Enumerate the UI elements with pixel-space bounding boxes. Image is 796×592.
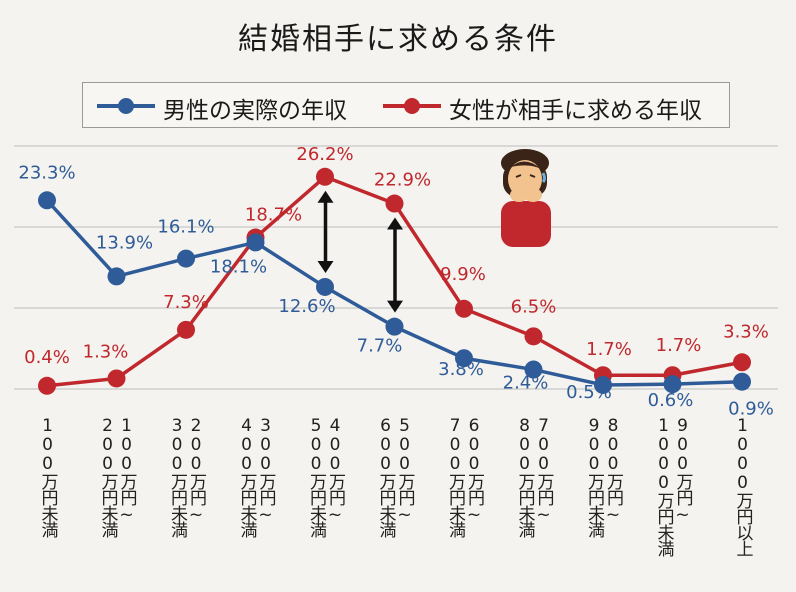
- category-label-column: 700万円未満: [445, 416, 465, 537]
- category-label: 1000万円以上: [702, 416, 782, 556]
- data-point-male: [38, 191, 56, 210]
- data-label-male: 0.9%: [728, 399, 774, 420]
- chart-title: 結婚相手に求める条件: [238, 22, 558, 57]
- data-point-female: [524, 327, 543, 346]
- category-label: 1000万円未満 900万円~: [633, 416, 713, 556]
- category-label: 100万円未満: [7, 416, 87, 537]
- category-label: 600万円未満 500万円~: [355, 416, 435, 537]
- data-point-male: [594, 375, 612, 394]
- data-point-female: [455, 299, 473, 318]
- data-label-female: 1.7%: [586, 339, 632, 360]
- data-point-male: [385, 317, 404, 336]
- data-label-female: 3.3%: [723, 321, 769, 342]
- category-label: 200万円未満 100万円~: [77, 416, 157, 537]
- data-point-female: [385, 194, 404, 213]
- data-point-male: [455, 349, 473, 368]
- data-point-female: [177, 320, 195, 339]
- data-point-male: [524, 360, 543, 379]
- data-label-female: 9.9%: [440, 264, 486, 285]
- category-label-column: 1000万円未満: [653, 416, 674, 556]
- category-label-column: 500万円~: [394, 416, 415, 524]
- category-label: 900万円未満 800万円~: [563, 416, 643, 537]
- category-label-column: 900万円未満: [584, 416, 604, 537]
- data-label-male: 23.3%: [18, 162, 75, 183]
- category-label-column: 600万円~: [464, 416, 484, 524]
- data-point-male: [177, 249, 195, 268]
- gap-arrow-head-up: [317, 190, 334, 203]
- category-label-column: 300万円未満: [167, 416, 187, 537]
- category-label: 400万円未満 300万円~: [216, 416, 296, 537]
- data-label-female: 0.4%: [24, 347, 70, 368]
- legend-label-male: 男性の実際の年収: [163, 98, 347, 124]
- legend: 男性の実際の年収 女性が相手に求める年収: [82, 82, 730, 128]
- legend-dot-female: [404, 98, 420, 114]
- data-point-male: [107, 267, 126, 286]
- gap-arrow-head-down: [387, 300, 403, 313]
- data-point-male: [246, 233, 265, 252]
- category-label-column: 500万円未満: [306, 416, 326, 537]
- category-label-column: 100万円未満: [37, 416, 58, 537]
- gap-arrow-head-up: [387, 217, 403, 230]
- data-label-male: 0.6%: [648, 390, 694, 411]
- category-label-column: 300万円~: [255, 416, 276, 524]
- data-label-female: 22.9%: [374, 170, 431, 191]
- data-label-male: 16.1%: [157, 217, 214, 238]
- data-label-female: 1.7%: [656, 335, 702, 356]
- data-label-male: 2.4%: [503, 373, 549, 394]
- category-label-column: 400万円未満: [236, 416, 257, 537]
- category-label: 700万円未満 600万円~: [424, 416, 504, 537]
- data-point-male: [663, 375, 682, 394]
- category-label-column: 700万円~: [533, 416, 554, 524]
- data-point-female: [733, 353, 751, 372]
- data-label-female: 1.3%: [83, 341, 129, 362]
- data-label-male: 12.6%: [278, 296, 335, 317]
- legend-dot-male: [118, 98, 134, 114]
- data-label-male: 7.7%: [357, 336, 403, 357]
- category-label-column: 200万円~: [186, 416, 206, 524]
- category-label-column: 400万円~: [325, 416, 345, 524]
- category-label-column: 600万円未満: [375, 416, 396, 537]
- category-label-column: 800万円未満: [514, 416, 535, 537]
- worried-woman-illustration: [501, 149, 551, 247]
- data-label-female: 18.7%: [245, 205, 302, 226]
- data-point-female: [107, 369, 126, 388]
- data-label-female: 26.2%: [296, 144, 353, 165]
- category-label: 300万円未満 200万円~: [146, 416, 226, 537]
- category-label-column: 200万円未満: [97, 416, 118, 537]
- data-point-female: [316, 167, 334, 186]
- category-label-column: 800万円~: [603, 416, 623, 524]
- category-label-column: 100万円~: [116, 416, 137, 524]
- data-point-female: [38, 376, 56, 395]
- data-label-female: 7.3%: [163, 292, 209, 313]
- category-label: 800万円未満 700万円~: [494, 416, 574, 537]
- data-point-male: [316, 277, 334, 296]
- category-label: 500万円未満 400万円~: [285, 416, 365, 537]
- category-label-column: 1000万円以上: [732, 416, 753, 556]
- data-label-male: 18.1%: [210, 256, 267, 277]
- data-label-female: 6.5%: [511, 296, 557, 317]
- data-point-male: [733, 372, 751, 391]
- data-label-male: 0.5%: [566, 382, 612, 403]
- legend-label-female: 女性が相手に求める年収: [449, 98, 702, 124]
- gap-arrow-head-down: [317, 260, 334, 273]
- data-label-male: 13.9%: [96, 232, 153, 253]
- category-label-column: 900万円~: [672, 416, 693, 524]
- data-label-male: 3.8%: [438, 359, 484, 380]
